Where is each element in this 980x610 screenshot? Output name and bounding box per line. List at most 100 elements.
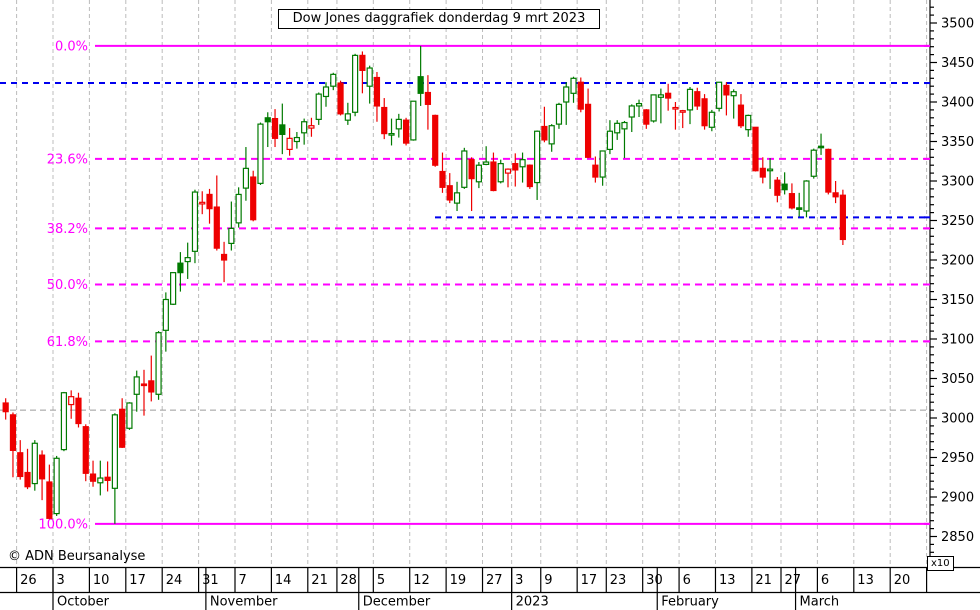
candle	[395, 118, 402, 130]
candle	[759, 167, 766, 178]
candle	[475, 164, 482, 183]
candle	[796, 207, 803, 210]
price-tick-label: 3200	[941, 254, 974, 269]
candle	[155, 332, 162, 395]
candle	[271, 117, 279, 139]
candle	[570, 77, 577, 94]
candle	[774, 179, 781, 196]
candle	[701, 98, 708, 127]
week-start-label: 13	[857, 573, 874, 588]
candle	[410, 100, 417, 141]
price-tick-label: 3350	[941, 135, 974, 150]
week-start-label: 21	[755, 573, 772, 588]
candle	[60, 392, 68, 451]
price-tick-label: 3050	[941, 372, 974, 387]
price-tick-label: 2850	[941, 530, 974, 545]
candle	[206, 193, 213, 210]
candle	[483, 161, 490, 166]
price-tick-label: 3300	[941, 175, 974, 190]
price-tick-label: 3400	[941, 96, 974, 111]
candle	[737, 104, 745, 127]
candle	[453, 192, 461, 204]
week-start-label: 31	[202, 573, 219, 588]
week-start-label: 10	[93, 573, 110, 588]
candle	[133, 376, 140, 395]
price-tick-label: 2900	[941, 491, 974, 506]
candle	[97, 477, 104, 484]
candle	[468, 159, 475, 180]
week-start-label: 20	[894, 573, 911, 588]
candle	[803, 180, 810, 212]
candle	[424, 91, 432, 105]
candle	[526, 164, 533, 188]
candle	[257, 123, 264, 184]
candle	[766, 168, 774, 172]
candle	[177, 262, 184, 274]
candle	[279, 124, 286, 135]
candle	[417, 76, 424, 94]
candle	[512, 163, 519, 171]
candle	[352, 54, 359, 113]
candle	[402, 119, 410, 144]
candle	[220, 253, 228, 261]
candle	[461, 150, 468, 188]
week-start-label: 26	[20, 573, 37, 588]
candle	[24, 471, 31, 488]
price-tick-label: 3500	[941, 17, 974, 32]
week-start-label: 12	[413, 573, 430, 588]
copyright-label: © ADN Beursanalyse	[8, 549, 146, 564]
candle	[89, 473, 97, 482]
candle	[235, 193, 242, 224]
candle	[555, 103, 563, 125]
price-tick-label: 3450	[941, 56, 974, 71]
candle	[140, 383, 148, 387]
candle	[344, 113, 351, 121]
candle	[228, 227, 235, 245]
candle	[614, 122, 621, 134]
week-start-label: 14	[275, 573, 292, 588]
month-label: November	[210, 595, 278, 610]
candle	[170, 272, 177, 305]
candle	[337, 82, 344, 115]
candle	[31, 442, 38, 485]
chart-title: Dow Jones daggrafiek donderdag 9 mrt 202…	[292, 11, 586, 26]
candle	[432, 114, 439, 166]
axis-multiplier-badge: x10	[927, 556, 954, 571]
month-label: December	[363, 595, 431, 610]
week-start-label: 24	[166, 573, 183, 588]
fib-level-label: 23.6%	[47, 152, 88, 167]
candle	[213, 206, 220, 249]
candle	[199, 201, 206, 205]
week-start-label: 3	[515, 573, 523, 588]
candle	[577, 81, 584, 110]
candle	[315, 93, 322, 120]
candle	[628, 105, 635, 118]
candle	[788, 193, 796, 209]
candle	[584, 103, 592, 158]
candle	[264, 117, 271, 123]
candle	[650, 94, 657, 122]
week-start-label: 17	[581, 573, 598, 588]
candle	[599, 150, 606, 178]
price-tick-label: 3100	[941, 333, 974, 348]
candle	[9, 414, 17, 451]
candle	[242, 167, 250, 189]
candle	[330, 73, 337, 87]
candle	[162, 298, 169, 331]
candle	[832, 192, 839, 198]
month-label: March	[800, 595, 840, 610]
candle	[366, 67, 373, 87]
candle	[184, 257, 191, 263]
fib-level-label: 38.2%	[47, 222, 88, 237]
candle	[191, 191, 199, 252]
price-tick-label: 3000	[941, 412, 974, 427]
week-start-label: 9	[544, 573, 552, 588]
week-start-label: 5	[377, 573, 385, 588]
chart-title-box: Dow Jones daggrafiek donderdag 9 mrt 202…	[278, 9, 600, 29]
candle	[723, 84, 730, 96]
candle	[519, 159, 526, 168]
candle	[686, 88, 694, 111]
fib-level-label: 61.8%	[47, 335, 88, 350]
candle	[308, 125, 315, 129]
